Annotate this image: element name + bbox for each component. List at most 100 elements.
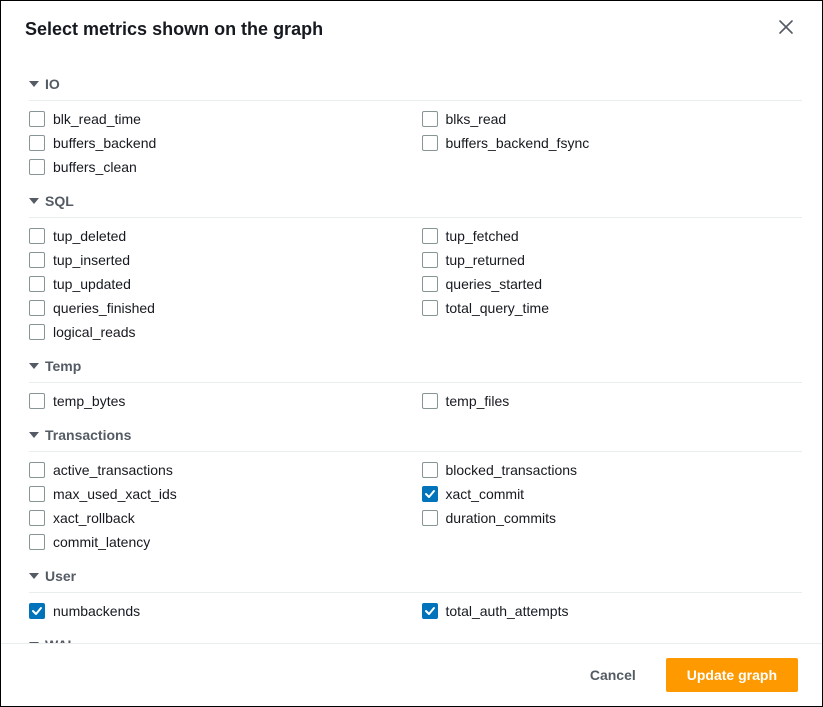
checkbox-icon [29, 300, 45, 316]
metric-checkbox-temp_bytes[interactable]: temp_bytes [29, 391, 410, 411]
section-header-io[interactable]: IO [29, 66, 802, 98]
section-divider [29, 100, 802, 101]
metric-checkbox-active_transactions[interactable]: active_transactions [29, 460, 410, 480]
section-title: SQL [45, 193, 74, 209]
metric-checkbox-tup_deleted[interactable]: tup_deleted [29, 226, 410, 246]
metric-label: commit_latency [53, 534, 150, 550]
metric-checkbox-blks_read[interactable]: blks_read [422, 109, 803, 129]
caret-down-icon [29, 432, 39, 438]
metric-checkbox-numbackends[interactable]: numbackends [29, 601, 410, 621]
metric-checkbox-queries_finished[interactable]: queries_finished [29, 298, 410, 318]
cancel-button[interactable]: Cancel [570, 658, 656, 692]
metric-label: tup_inserted [53, 252, 130, 268]
checkbox-icon [422, 135, 438, 151]
section-header-wal[interactable]: WAL [29, 627, 802, 643]
metric-checkbox-tup_fetched[interactable]: tup_fetched [422, 226, 803, 246]
metric-checkbox-xact_rollback[interactable]: xact_rollback [29, 508, 410, 528]
section-header-user[interactable]: User [29, 558, 802, 590]
metric-label: total_query_time [446, 300, 550, 316]
metric-checkbox-blk_read_time[interactable]: blk_read_time [29, 109, 410, 129]
checkbox-icon [29, 159, 45, 175]
metric-label: tup_fetched [446, 228, 519, 244]
metric-label: blocked_transactions [446, 462, 578, 478]
section-divider [29, 217, 802, 218]
checkbox-icon [29, 462, 45, 478]
caret-down-icon [29, 81, 39, 87]
metric-checkbox-logical_reads[interactable]: logical_reads [29, 322, 410, 342]
checkbox-icon [29, 534, 45, 550]
metric-label: logical_reads [53, 324, 136, 340]
close-button[interactable] [774, 15, 798, 43]
metric-checkbox-tup_updated[interactable]: tup_updated [29, 274, 410, 294]
checkbox-icon [29, 135, 45, 151]
section-title: Transactions [45, 427, 131, 443]
checkbox-icon [422, 300, 438, 316]
metric-label: duration_commits [446, 510, 557, 526]
section-divider [29, 451, 802, 452]
section-divider [29, 382, 802, 383]
section-header-temp[interactable]: Temp [29, 348, 802, 380]
checkbox-icon [422, 510, 438, 526]
metric-checkbox-buffers_backend_fsync[interactable]: buffers_backend_fsync [422, 133, 803, 153]
metric-label: xact_rollback [53, 510, 135, 526]
modal-footer: Cancel Update graph [1, 643, 822, 706]
checkbox-icon [422, 252, 438, 268]
metric-label: buffers_backend [53, 135, 156, 151]
checkbox-icon [422, 228, 438, 244]
section-title: User [45, 568, 76, 584]
caret-down-icon [29, 198, 39, 204]
metric-label: tup_updated [53, 276, 131, 292]
metrics-grid: blk_read_timeblks_readbuffers_backendbuf… [29, 109, 802, 177]
metric-label: temp_files [446, 393, 510, 409]
metric-checkbox-temp_files[interactable]: temp_files [422, 391, 803, 411]
checkbox-icon [29, 111, 45, 127]
metric-checkbox-tup_inserted[interactable]: tup_inserted [29, 250, 410, 270]
metric-checkbox-tup_returned[interactable]: tup_returned [422, 250, 803, 270]
metric-checkbox-duration_commits[interactable]: duration_commits [422, 508, 803, 528]
metrics-grid: tup_deleted tup_fetched tup_inserted tup_re… [29, 226, 802, 342]
metric-checkbox-commit_latency[interactable]: commit_latency [29, 532, 410, 552]
metric-label: numbackends [53, 603, 140, 619]
metric-label: temp_bytes [53, 393, 125, 409]
checkbox-icon [29, 252, 45, 268]
section-header-transactions[interactable]: Transactions [29, 417, 802, 449]
metric-label: blk_read_time [53, 111, 141, 127]
metric-label: buffers_backend_fsync [446, 135, 590, 151]
update-graph-button[interactable]: Update graph [666, 658, 798, 692]
metric-checkbox-buffers_backend[interactable]: buffers_backend [29, 133, 410, 153]
metrics-grid: active_transactions blocked_transactionsm… [29, 460, 802, 552]
checkbox-icon [422, 393, 438, 409]
metric-checkbox-total_query_time[interactable]: total_query_time [422, 298, 803, 318]
section-title: IO [45, 76, 60, 92]
metric-checkbox-max_used_xact_ids[interactable]: max_used_xact_ids [29, 484, 410, 504]
metric-label: active_transactions [53, 462, 173, 478]
metric-label: blks_read [446, 111, 507, 127]
section-divider [29, 592, 802, 593]
metric-checkbox-blocked_transactions[interactable]: blocked_transactions [422, 460, 803, 480]
checkbox-icon [29, 486, 45, 502]
checkbox-icon [422, 486, 438, 502]
checkbox-icon [29, 276, 45, 292]
metric-label: tup_returned [446, 252, 525, 268]
metric-label: queries_finished [53, 300, 155, 316]
select-metrics-modal: Select metrics shown on the graph IO blk_… [0, 0, 823, 707]
modal-title: Select metrics shown on the graph [25, 19, 323, 40]
modal-body[interactable]: IOblk_read_timeblks_readbuffers_backendb… [1, 58, 822, 643]
metric-label: tup_deleted [53, 228, 126, 244]
metric-checkbox-queries_started[interactable]: queries_started [422, 274, 803, 294]
section-header-sql[interactable]: SQL [29, 183, 802, 215]
checkbox-icon [29, 603, 45, 619]
checkbox-icon [29, 393, 45, 409]
metrics-grid: numbackends total_auth_attempts [29, 601, 802, 621]
metric-checkbox-xact_commit[interactable]: xact_commit [422, 484, 803, 504]
metric-label: xact_commit [446, 486, 525, 502]
modal-header: Select metrics shown on the graph [1, 1, 822, 58]
checkbox-icon [29, 510, 45, 526]
metric-checkbox-total_auth_attempts[interactable]: total_auth_attempts [422, 601, 803, 621]
metric-label: max_used_xact_ids [53, 486, 177, 502]
checkbox-icon [422, 276, 438, 292]
close-icon [778, 18, 794, 40]
caret-down-icon [29, 573, 39, 579]
checkbox-icon [422, 111, 438, 127]
metric-checkbox-buffers_clean[interactable]: buffers_clean [29, 157, 410, 177]
